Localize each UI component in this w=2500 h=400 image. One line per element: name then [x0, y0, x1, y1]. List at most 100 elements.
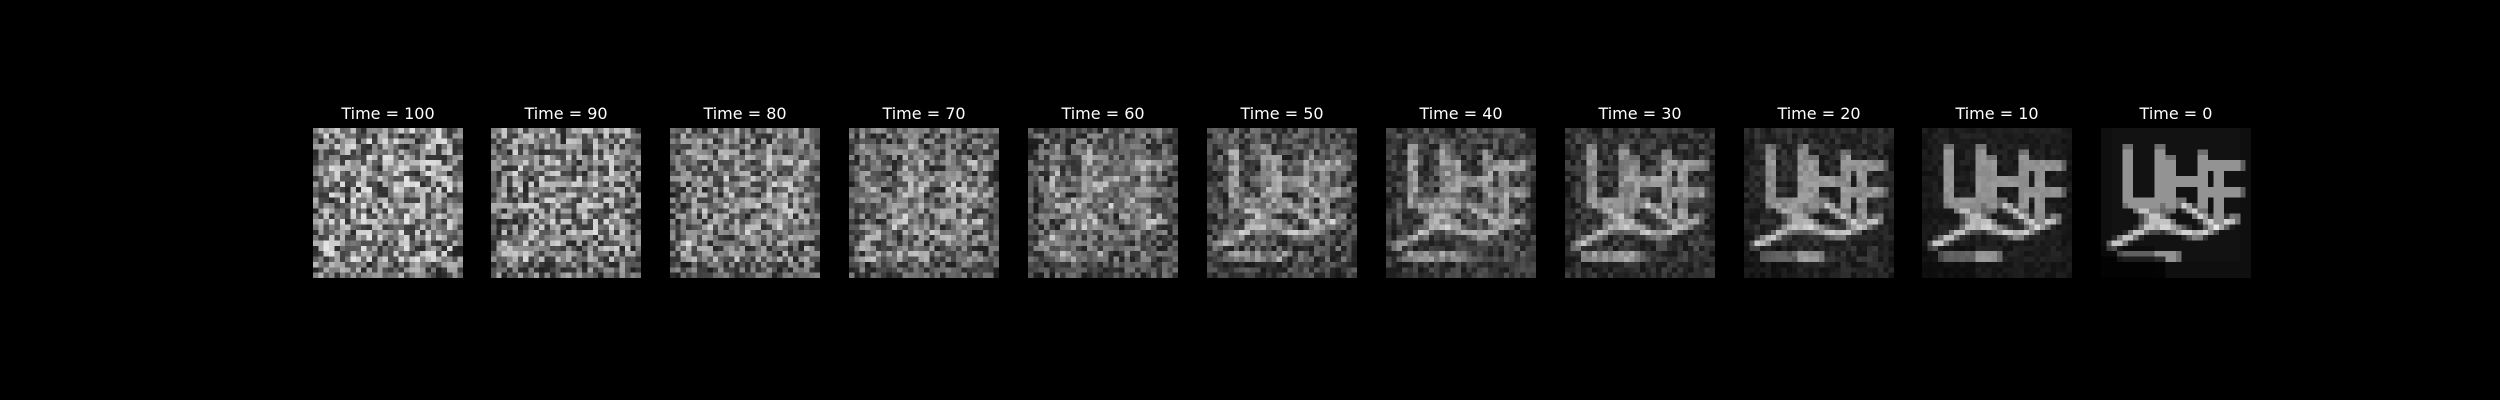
pixel-cell: [334, 261, 340, 268]
pixel-cell: [404, 261, 410, 268]
pixel-cell: [680, 251, 687, 257]
pixel-cell: [377, 256, 383, 262]
pixel-cell: [404, 154, 410, 161]
pixel-cell: [982, 154, 989, 161]
pixel-cell: [614, 197, 620, 204]
pixel-cell: [718, 138, 724, 145]
pixel-cell: [993, 154, 999, 161]
pixel-cell: [680, 267, 687, 273]
pixel-cell: [929, 267, 935, 273]
pixel-cell: [798, 213, 804, 220]
pixel-cell: [1530, 160, 1536, 166]
pixel-cell: [859, 224, 866, 230]
pixel-cell: [734, 170, 740, 177]
pixel-cell: [870, 219, 876, 225]
pixel-cell: [1351, 240, 1357, 246]
pixel-cell: [523, 144, 529, 150]
panel-title: Time = 50: [1240, 104, 1324, 123]
pixel-cell: [512, 170, 518, 177]
pixel-cell: [859, 245, 866, 252]
pixel-cell: [1140, 208, 1146, 214]
pixel-cell: [1314, 138, 1320, 145]
pixel-cell: [1060, 229, 1066, 236]
pixel-cell: [512, 261, 518, 268]
pixel-cell: [680, 181, 687, 187]
pixel-cell: [1271, 224, 1277, 230]
pixel-cell: [457, 186, 463, 193]
pixel-cell: [929, 149, 935, 155]
pixel-cell: [1223, 267, 1229, 273]
pixel-cell: [902, 186, 908, 193]
pixel-cell: [1097, 235, 1104, 241]
pixel-cell: [993, 251, 999, 257]
pixel-cell: [859, 170, 866, 177]
pixel-cell: [1228, 170, 1234, 177]
pixel-cell: [691, 170, 697, 177]
pixel-cell: [739, 176, 746, 182]
pixel-cell: [859, 192, 866, 198]
pixel-cell: [712, 256, 719, 262]
pixel-cell: [523, 240, 529, 246]
pixel-cell: [1298, 149, 1304, 155]
pixel-cell: [956, 176, 962, 182]
pixel-cell: [691, 203, 697, 209]
pixel-cell: [446, 229, 453, 236]
pixel-cell: [1140, 138, 1146, 145]
pixel-cell: [544, 160, 550, 166]
pixel-cell: [452, 251, 458, 257]
pixel-cell: [1167, 219, 1173, 225]
pixel-cell: [803, 186, 810, 193]
pixel-cell: [1113, 192, 1120, 198]
pixel-cell: [1340, 154, 1347, 161]
pixel-cell: [592, 186, 599, 193]
pixel-cell: [614, 261, 620, 268]
pixel-cell: [1135, 251, 1141, 257]
pixel-cell: [929, 256, 935, 262]
pixel-cell: [446, 186, 453, 193]
pixel-cell: [1140, 149, 1146, 155]
pixel-cell: [739, 267, 746, 273]
pixel-cell: [1239, 144, 1245, 150]
pixel-cell: [849, 229, 855, 236]
pixel-cell: [576, 256, 583, 262]
pixel-cell: [1081, 144, 1087, 150]
pixel-cell: [1298, 208, 1304, 214]
pixel-cell: [452, 192, 458, 198]
pixel-cell: [361, 144, 367, 150]
pixel-cell: [1324, 170, 1331, 177]
pixel-cell: [1391, 154, 1397, 161]
pixel-cell: [798, 138, 804, 145]
pixel-cell: [614, 224, 620, 230]
pixel-cell: [318, 208, 324, 214]
pixel-cell: [1097, 229, 1104, 236]
pixel-cell: [1038, 208, 1045, 214]
pixel-cell: [371, 261, 378, 268]
pixel-cell: [897, 160, 903, 166]
pixel-cell: [966, 154, 973, 161]
pixel-cell: [1223, 240, 1229, 246]
pixel-cell: [1391, 138, 1397, 145]
pixel-cell: [425, 165, 431, 171]
pixel-cell: [533, 272, 540, 278]
pixel-cell: [771, 240, 778, 246]
pixel-cell: [512, 197, 518, 204]
pixel-cell: [1412, 154, 1419, 161]
pixel-cell: [1282, 261, 1288, 268]
pixel-cell: [361, 170, 367, 177]
pixel-cell: [854, 245, 860, 252]
pixel-cell: [1161, 251, 1168, 257]
pixel-cell: [1303, 186, 1309, 193]
pixel-cell: [940, 235, 946, 241]
pixel-cell: [1113, 186, 1120, 193]
pixel-cell: [891, 128, 898, 134]
pixel-cell: [918, 186, 925, 193]
pixel-cell: [1092, 219, 1098, 225]
pixel-cell: [1346, 128, 1352, 134]
pixel-cell: [881, 272, 887, 278]
pixel-cell: [523, 224, 529, 230]
pixel-cell: [766, 240, 772, 246]
pixel-cell: [913, 213, 919, 220]
pixel-cell: [1092, 144, 1098, 150]
pixel-cell: [1255, 213, 1261, 220]
pixel-cell: [1135, 224, 1141, 230]
